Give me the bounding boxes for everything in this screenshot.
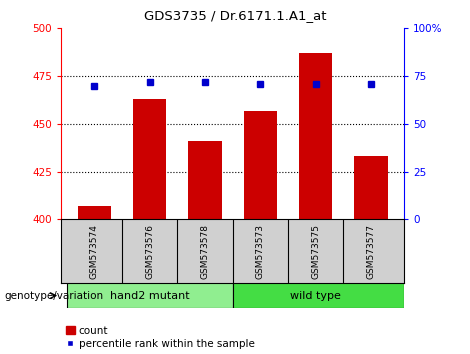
Text: wild type: wild type [290, 291, 341, 301]
Legend: count, percentile rank within the sample: count, percentile rank within the sample [66, 326, 255, 349]
Bar [67, 283, 233, 308]
Text: GSM573573: GSM573573 [256, 224, 265, 279]
Bar [133, 99, 166, 219]
Bar [299, 53, 332, 219]
Text: GSM573578: GSM573578 [201, 224, 210, 279]
Bar [354, 156, 388, 219]
Text: GSM573576: GSM573576 [145, 224, 154, 279]
Bar [78, 206, 111, 219]
Text: hand2 mutant: hand2 mutant [110, 291, 189, 301]
Text: GSM573575: GSM573575 [311, 224, 320, 279]
Text: genotype/variation: genotype/variation [5, 291, 104, 301]
Bar [244, 110, 277, 219]
Text: GSM573574: GSM573574 [90, 224, 99, 279]
Bar [233, 283, 404, 308]
Text: GSM573577: GSM573577 [367, 224, 376, 279]
Text: GDS3735 / Dr.6171.1.A1_at: GDS3735 / Dr.6171.1.A1_at [144, 9, 326, 22]
Bar [188, 141, 221, 219]
